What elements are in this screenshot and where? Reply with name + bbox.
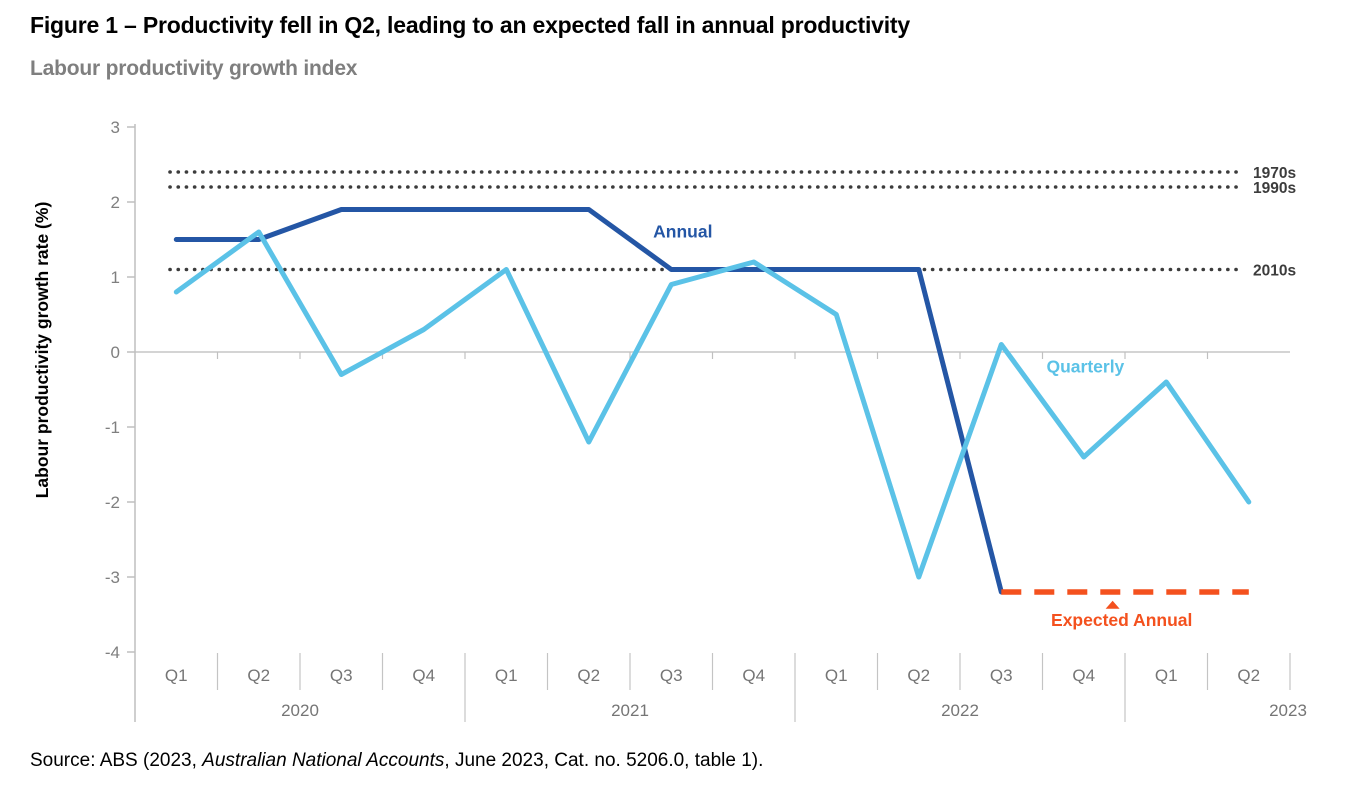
x-quarter-label: Q4 [1072,666,1095,685]
source-note: Source: ABS (2023, Australian National A… [30,750,763,772]
x-year-label-2020: 2020 [281,701,319,720]
series-line-quarterly [173,229,1252,580]
figure-title: Figure 1 – Productivity fell in Q2, lead… [30,12,910,38]
y-tick-label: 1 [111,268,120,287]
x-quarter-label: Q1 [1155,666,1178,685]
series-label-quarterly: Quarterly [1046,356,1124,376]
y-tick-label: -3 [105,568,120,587]
x-quarter-label: Q3 [990,666,1013,685]
y-tick-label: 3 [111,118,120,137]
reference-label-2010s: 2010s [1253,263,1296,280]
x-quarter-label: Q1 [495,666,518,685]
y-tick-label: -1 [105,418,120,437]
series-label-annual: Annual [653,221,712,241]
y-tick-label: -2 [105,493,120,512]
source-prefix: Source: ABS (2023, [30,750,203,771]
x-quarter-label: Q3 [330,666,353,685]
x-year-label-2021: 2021 [611,701,649,720]
x-quarter-label: Q2 [1237,666,1260,685]
series-label-expected-annual: Expected Annual [1051,610,1192,630]
reference-label-1990s: 1990s [1253,180,1296,197]
x-quarter-label: Q1 [165,666,188,685]
x-quarter-label: Q3 [660,666,683,685]
y-tick-label: 2 [111,193,120,212]
expected-annual-marker-icon [1105,600,1120,609]
y-tick-label: -4 [105,643,120,662]
x-quarter-label: Q1 [825,666,848,685]
reference-label-1970s: 1970s [1253,165,1296,182]
x-quarter-label: Q4 [412,666,435,685]
x-year-label-2022: 2022 [941,701,979,720]
x-quarter-label: Q2 [907,666,930,685]
series-line-annual [173,207,1004,595]
x-quarter-label: Q4 [742,666,765,685]
source-italic-title: Australian National Accounts [202,750,445,771]
x-quarter-label: Q2 [247,666,270,685]
x-quarter-label: Q2 [577,666,600,685]
y-tick-label: 0 [111,343,120,362]
figure-subtitle: Labour productivity growth index [30,57,358,80]
x-year-label-2023: 2023 [1269,701,1307,720]
source-suffix: , June 2023, Cat. no. 5206.0, table 1). [444,750,764,771]
y-axis-title: Labour productivity growth rate (%) [32,202,52,499]
